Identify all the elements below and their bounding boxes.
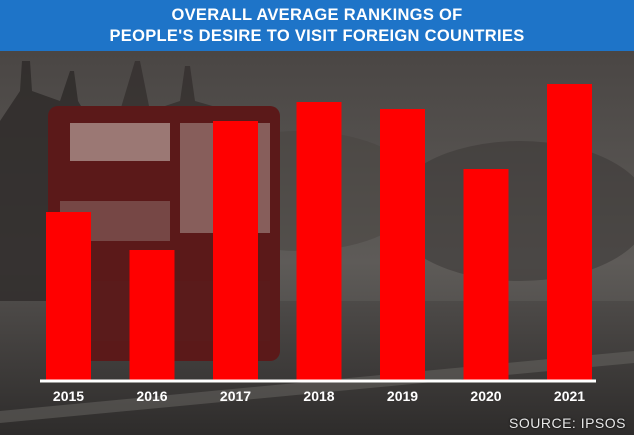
x-tick-label-2015: 2015	[53, 388, 84, 404]
bar-2017	[213, 121, 258, 380]
bar-2019	[380, 109, 425, 380]
title-banner: OVERALL AVERAGE RANKINGS OF PEOPLE'S DES…	[0, 0, 634, 51]
chart-title-line-1: OVERALL AVERAGE RANKINGS OF	[171, 5, 463, 24]
x-tick-label-2020: 2020	[470, 388, 501, 404]
x-tick-label-2019: 2019	[387, 388, 418, 404]
x-tick-label-2016: 2016	[136, 388, 167, 404]
bar-2018	[296, 102, 342, 380]
source-label: SOURCE: IPSOS	[509, 415, 626, 431]
bar-2020	[463, 169, 509, 380]
bar-2021	[547, 84, 592, 380]
x-tick-label-2021: 2021	[554, 388, 585, 404]
x-tick-label-2018: 2018	[303, 388, 334, 404]
bar-2016	[129, 250, 175, 380]
x-tick-label-2017: 2017	[220, 388, 251, 404]
chart-title-line-2: PEOPLE'S DESIRE TO VISIT FOREIGN COUNTRI…	[109, 26, 525, 45]
bar-2015	[46, 212, 91, 380]
